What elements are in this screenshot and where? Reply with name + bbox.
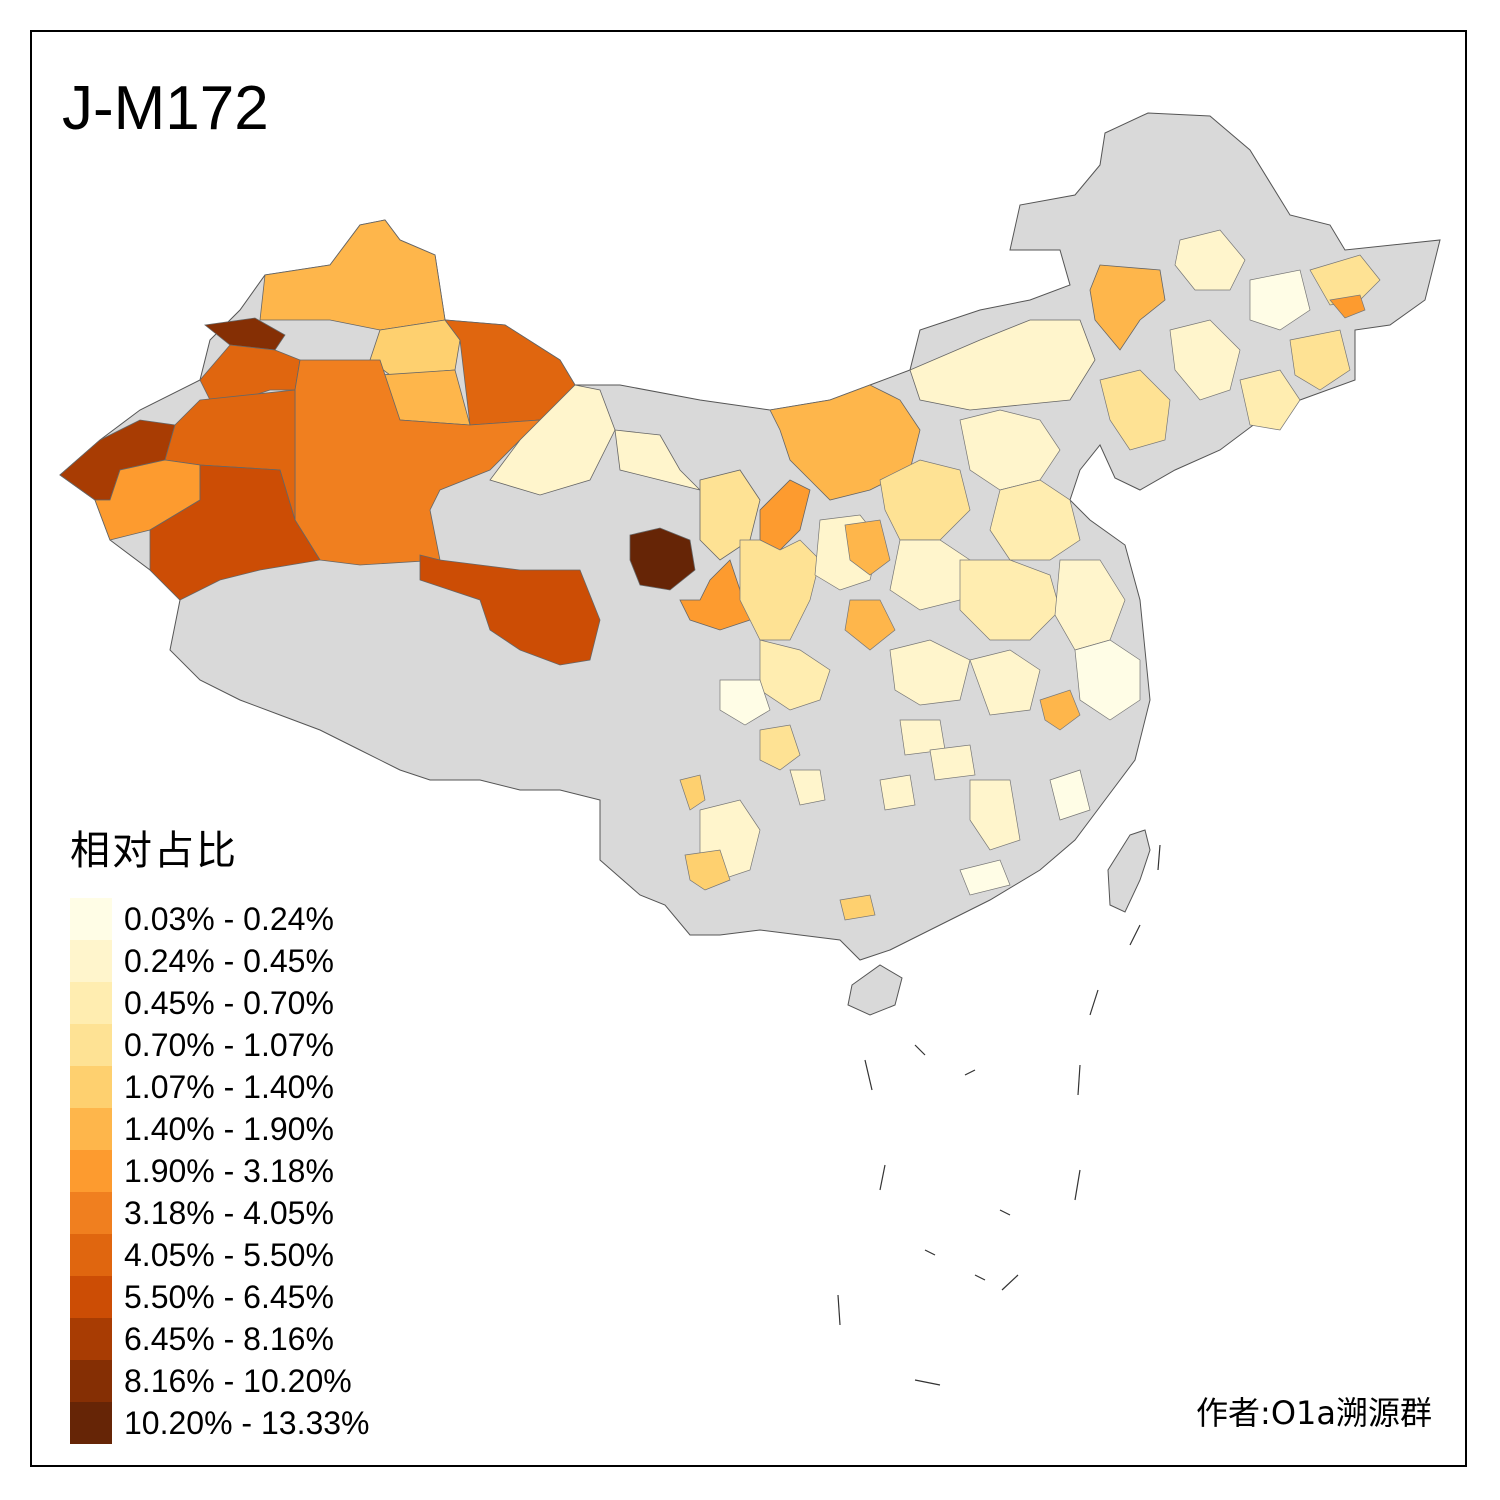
legend-label: 0.45% - 0.70% bbox=[124, 984, 334, 1021]
north-central-regions bbox=[719, 229, 1381, 731]
legend-item: 4.05% - 5.50% bbox=[70, 1234, 370, 1276]
legend-swatch bbox=[70, 898, 112, 940]
legend-item: 0.24% - 0.45% bbox=[70, 940, 370, 982]
legend-swatch bbox=[70, 1276, 112, 1318]
legend-label: 1.07% - 1.40% bbox=[124, 1068, 334, 1105]
taiwan-island bbox=[1107, 829, 1151, 913]
legend-swatch bbox=[70, 1402, 112, 1444]
legend-item: 1.40% - 1.90% bbox=[70, 1108, 370, 1150]
legend-title: 相对占比 bbox=[70, 828, 238, 874]
legend-label: 10.20% - 13.33% bbox=[124, 1404, 370, 1441]
legend-label: 3.18% - 4.05% bbox=[124, 1194, 334, 1231]
legend-swatch bbox=[70, 1066, 112, 1108]
legend-label: 6.45% - 8.16% bbox=[124, 1320, 334, 1357]
legend-label: 0.70% - 1.07% bbox=[124, 1026, 334, 1063]
legend-label: 1.40% - 1.90% bbox=[124, 1110, 334, 1147]
legend-swatch bbox=[70, 1150, 112, 1192]
south-regions bbox=[679, 719, 1091, 921]
legend-item: 8.16% - 10.20% bbox=[70, 1360, 370, 1402]
legend-rows: 0.03% - 0.24% 0.24% - 0.45% 0.45% - 0.70% 0… bbox=[70, 898, 370, 1444]
legend-item: 3.18% - 4.05% bbox=[70, 1192, 370, 1234]
legend-swatch bbox=[70, 1024, 112, 1066]
legend-label: 5.50% - 6.45% bbox=[124, 1278, 334, 1315]
legend-label: 4.05% - 5.50% bbox=[124, 1236, 334, 1273]
legend-item: 0.03% - 0.24% bbox=[70, 898, 370, 940]
legend-item: 1.07% - 1.40% bbox=[70, 1066, 370, 1108]
hainan-island bbox=[847, 964, 903, 1016]
legend-swatch bbox=[70, 1108, 112, 1150]
legend-label: 1.90% - 3.18% bbox=[124, 1152, 334, 1189]
legend-item: 5.50% - 6.45% bbox=[70, 1276, 370, 1318]
legend-item: 1.90% - 3.18% bbox=[70, 1150, 370, 1192]
legend: 相对占比 0.03% - 0.24% 0.24% - 0.45% 0.45% - 0… bbox=[70, 818, 370, 1444]
legend-label: 0.24% - 0.45% bbox=[124, 942, 334, 979]
author-credit: 作者:O1a溯源群 bbox=[1196, 1394, 1432, 1432]
legend-swatch bbox=[70, 1360, 112, 1402]
legend-swatch bbox=[70, 940, 112, 982]
northwest-regions bbox=[489, 264, 1166, 631]
legend-item: 0.70% - 1.07% bbox=[70, 1024, 370, 1066]
legend-item: 6.45% - 8.16% bbox=[70, 1318, 370, 1360]
legend-item: 10.20% - 13.33% bbox=[70, 1402, 370, 1444]
legend-swatch bbox=[70, 1234, 112, 1276]
map-title: J-M172 bbox=[62, 74, 269, 143]
legend-swatch bbox=[70, 1192, 112, 1234]
legend-label: 8.16% - 10.20% bbox=[124, 1362, 352, 1399]
legend-swatch bbox=[70, 982, 112, 1024]
xinjiang-regions bbox=[59, 219, 601, 666]
legend-swatch bbox=[70, 1318, 112, 1360]
south-china-sea-islands bbox=[837, 844, 1161, 1386]
legend-label: 0.03% - 0.24% bbox=[124, 900, 334, 937]
legend-item: 0.45% - 0.70% bbox=[70, 982, 370, 1024]
